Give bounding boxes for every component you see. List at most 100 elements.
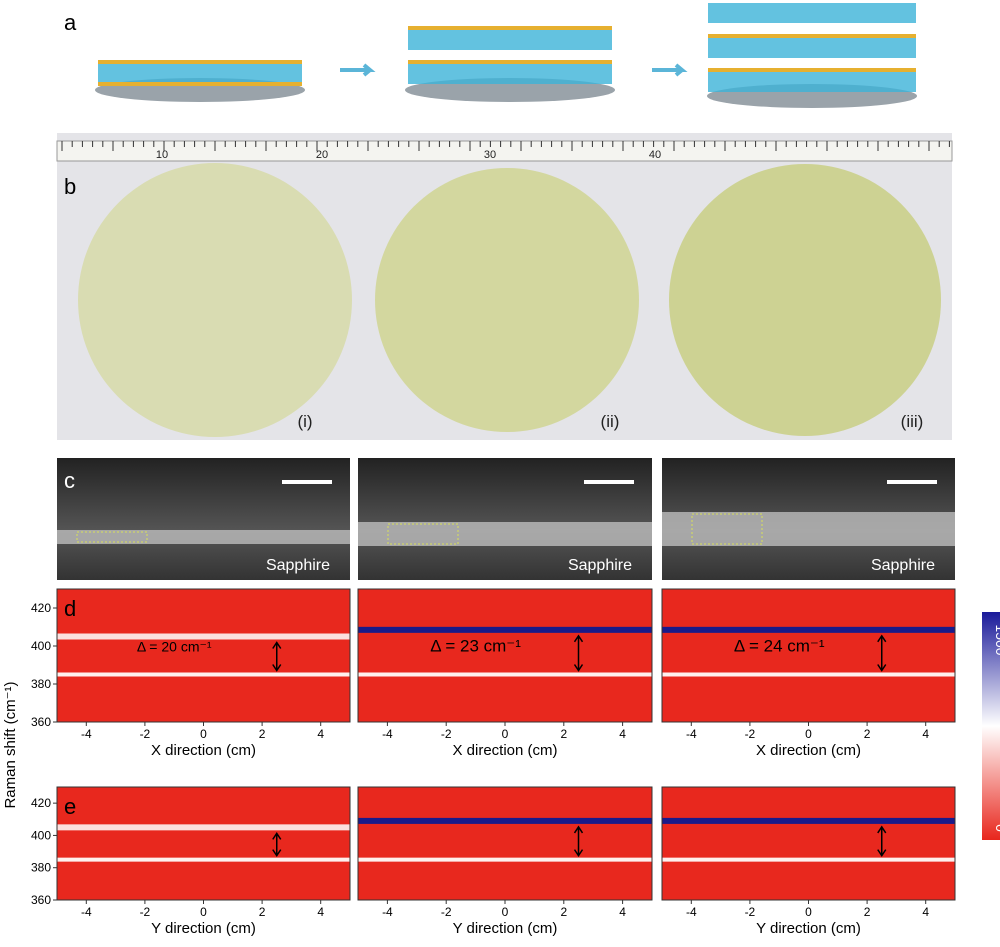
arrow (340, 63, 376, 77)
heatmap (662, 589, 955, 722)
substrate-label: Sapphire (871, 557, 935, 574)
arrow (877, 634, 887, 672)
panel-label: e (64, 794, 76, 819)
x-tick-label: -2 (745, 727, 756, 741)
colorbar-min: 0 (993, 824, 1000, 832)
y-tick-label: 420 (31, 796, 51, 810)
x-tick-label: 0 (200, 727, 207, 741)
panel-label: b (64, 174, 76, 199)
wafer (669, 164, 941, 436)
tem-image (358, 458, 652, 580)
delta-label: Δ = 20 cm⁻¹ (137, 639, 212, 655)
x-axis-label: Y direction (cm) (151, 920, 256, 937)
schematic (95, 3, 917, 108)
x-tick-label: 2 (560, 905, 567, 919)
arrow (272, 641, 282, 672)
arrow (652, 63, 688, 77)
raman-peak (358, 857, 652, 862)
highlight-box (691, 513, 763, 545)
arrow (573, 634, 584, 672)
x-axis-label: X direction (cm) (452, 742, 557, 759)
raman-peak (358, 626, 652, 633)
arrow (272, 832, 282, 857)
x-tick-label: 0 (502, 905, 509, 919)
wafer (78, 163, 352, 437)
x-tick-label: -4 (382, 727, 393, 741)
x-tick-label: -2 (745, 905, 756, 919)
y-tick-label: 380 (31, 861, 51, 875)
stack-3 (707, 3, 917, 108)
y-tick-label: 400 (31, 828, 51, 842)
ruler-label: 40 (649, 149, 661, 161)
panel-label: c (64, 468, 75, 493)
arrow (573, 825, 584, 857)
y-tick-label: 380 (31, 677, 51, 691)
ruler-label: 20 (316, 149, 328, 161)
wafer-label: (iii) (901, 412, 924, 431)
x-tick-label: -2 (140, 727, 151, 741)
wafer-label: (i) (297, 412, 312, 431)
wafer-label: (ii) (601, 412, 620, 431)
substrate-label: Sapphire (568, 557, 632, 574)
x-tick-label: 4 (317, 727, 324, 741)
x-tick-label: 0 (200, 905, 207, 919)
x-tick-label: 4 (317, 905, 324, 919)
highlight-box (387, 523, 459, 545)
stack-1 (95, 60, 305, 102)
x-tick-label: 2 (864, 905, 871, 919)
y-tick-label: 400 (31, 639, 51, 653)
arrow (877, 825, 887, 857)
raman-peak (358, 817, 652, 824)
x-tick-label: 4 (619, 905, 626, 919)
heatmap (662, 787, 955, 900)
x-tick-label: -2 (441, 727, 452, 741)
stack-2 (405, 26, 615, 102)
x-tick-label: 4 (619, 727, 626, 741)
ruler (56, 140, 953, 162)
ruler-label: 30 (484, 149, 496, 161)
raman-peak (662, 626, 955, 633)
panel-label: d (64, 596, 76, 621)
colorbar-max: 1500 (993, 624, 1000, 655)
raman-peak (358, 672, 652, 677)
x-tick-label: 2 (864, 727, 871, 741)
heatmap (358, 787, 652, 900)
lattice-band (57, 530, 350, 544)
colorbar (982, 612, 1000, 840)
y-tick-label: 420 (31, 601, 51, 615)
x-tick-label: -4 (81, 905, 92, 919)
x-tick-label: -4 (686, 727, 697, 741)
x-tick-label: 0 (805, 727, 812, 741)
x-tick-label: 2 (560, 727, 567, 741)
x-tick-label: -4 (81, 727, 92, 741)
raman-peak (57, 633, 350, 640)
substrate-label: Sapphire (266, 557, 330, 574)
x-tick-label: -2 (140, 905, 151, 919)
tem-image (57, 458, 350, 580)
lattice-band (358, 522, 652, 546)
heatmap (358, 589, 652, 722)
raman-peak (662, 857, 955, 862)
x-tick-label: 4 (922, 727, 929, 741)
x-tick-label: 2 (259, 727, 266, 741)
x-axis-label: Y direction (cm) (453, 920, 558, 937)
x-axis-label: Y direction (cm) (756, 920, 861, 937)
x-tick-label: -4 (686, 905, 697, 919)
heatmap (57, 787, 350, 900)
heatmap (57, 589, 350, 722)
lattice-band (662, 512, 955, 546)
wafer (375, 168, 639, 432)
raman-peak (57, 824, 350, 831)
x-axis-label: X direction (cm) (756, 742, 861, 759)
x-tick-label: 4 (922, 905, 929, 919)
raman-peak (662, 817, 955, 824)
ruler-label: 10 (156, 149, 168, 161)
x-tick-label: 0 (502, 727, 509, 741)
x-tick-label: 2 (259, 905, 266, 919)
delta-label: Δ = 23 cm⁻¹ (430, 637, 521, 656)
x-axis-label: X direction (cm) (151, 742, 256, 759)
panel-label: a (64, 10, 77, 35)
x-tick-label: -2 (441, 905, 452, 919)
raman-peak (57, 672, 350, 677)
